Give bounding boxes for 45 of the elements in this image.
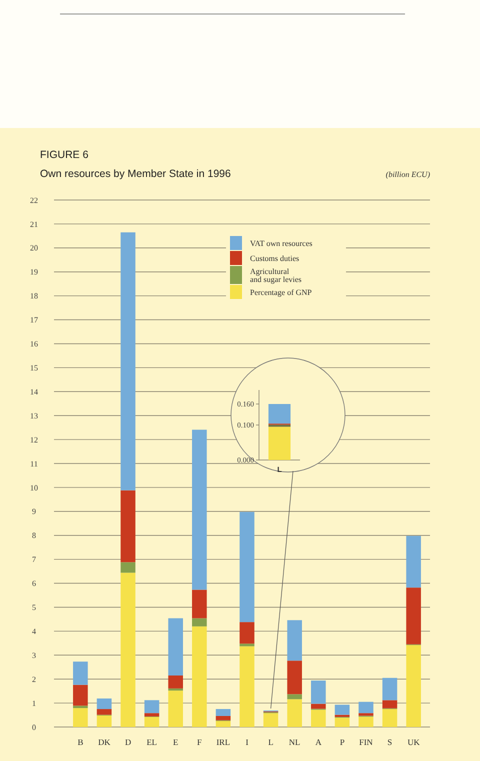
x-tick-label: FIN — [359, 737, 373, 747]
x-tick-label: EL — [146, 737, 158, 747]
y-tick-label: 5 — [32, 603, 36, 612]
y-tick-label: 14 — [30, 387, 38, 396]
y-tick-label: 13 — [30, 411, 38, 420]
y-tick-label: 1 — [32, 698, 36, 708]
y-tick-label: 0 — [32, 722, 36, 732]
x-tick-label: I — [246, 737, 249, 747]
y-tick-label: 16 — [30, 340, 38, 349]
y-tick-label: 7 — [32, 555, 36, 564]
y-tick-label: 18 — [30, 292, 38, 301]
x-tick-label: P — [340, 737, 345, 747]
x-tick-label: NL — [288, 737, 300, 747]
x-tick-label: IRL — [216, 737, 230, 747]
x-tick-label: L — [268, 737, 274, 747]
chart-title: FIGURE 6 — [40, 149, 89, 161]
legend-label: Percentage of GNP — [250, 288, 312, 297]
y-tick-label: 12 — [30, 435, 38, 444]
legend-label: Customs duties — [250, 254, 300, 263]
y-tick-label: 17 — [30, 316, 38, 325]
y-axis-title: (billion ECU) — [386, 170, 430, 179]
y-tick-label: 15 — [30, 363, 38, 372]
y-tick-label: 4 — [32, 626, 36, 636]
y-tick-label: 20 — [30, 244, 38, 253]
y-tick-label: 2 — [32, 674, 36, 684]
y-tick-label: 21 — [30, 220, 38, 229]
x-tick-label: S — [387, 737, 392, 747]
x-tick-label: D — [124, 737, 132, 747]
y-tick-label: 11 — [30, 459, 38, 468]
y-tick-label: 10 — [30, 483, 38, 492]
x-tick-label: B — [78, 737, 84, 747]
legend-label: VAT own resources — [250, 238, 312, 248]
legend-label: Agricultural and sugar levies — [250, 266, 302, 284]
y-tick-label: 19 — [30, 268, 38, 277]
y-tick-label: 9 — [32, 507, 36, 516]
y-tick-label: 22 — [30, 196, 38, 205]
y-tick-label: 6 — [32, 579, 36, 588]
x-tick-label: UK — [407, 737, 421, 747]
y-tick-label: 8 — [32, 531, 36, 540]
x-tick-label: DK — [98, 737, 112, 747]
chart-subtitle: Own resources by Member State in 1996 — [40, 168, 231, 180]
y-tick-label: 3 — [32, 650, 36, 660]
x-tick-label: E — [173, 737, 178, 747]
x-tick-label: F — [197, 737, 202, 747]
x-tick-label: A — [315, 737, 322, 747]
